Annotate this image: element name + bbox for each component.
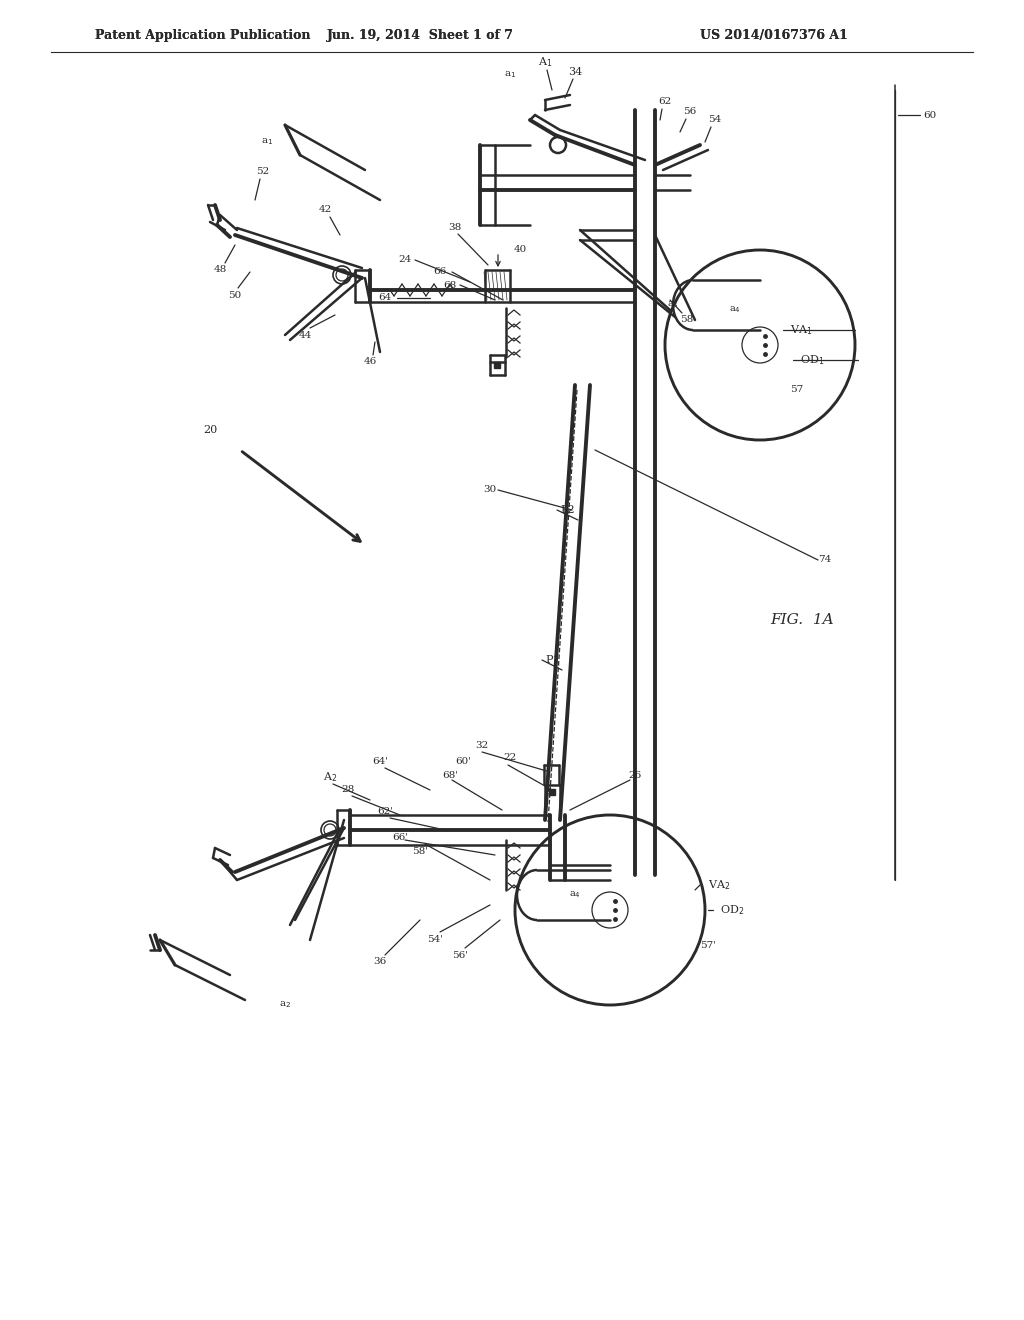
Text: Patent Application Publication: Patent Application Publication	[95, 29, 310, 41]
Text: 60: 60	[924, 111, 937, 120]
Text: 28: 28	[341, 785, 354, 795]
Text: a$_1$: a$_1$	[261, 136, 273, 148]
Text: 50: 50	[228, 290, 242, 300]
Text: 40: 40	[513, 246, 526, 255]
Text: 44: 44	[298, 330, 311, 339]
Text: FIG.  1A: FIG. 1A	[770, 612, 834, 627]
Text: P2: P2	[560, 506, 574, 515]
Text: 58': 58'	[412, 847, 428, 857]
Text: 66: 66	[433, 268, 446, 276]
Text: VA$_2$: VA$_2$	[708, 878, 730, 892]
Text: 42: 42	[318, 206, 332, 214]
Text: 20: 20	[203, 425, 217, 436]
Text: Jun. 19, 2014  Sheet 1 of 7: Jun. 19, 2014 Sheet 1 of 7	[327, 29, 513, 41]
Text: A$_1$: A$_1$	[538, 55, 552, 69]
Text: Jun. 19, 2014  Sheet 1 of 7: Jun. 19, 2014 Sheet 1 of 7	[327, 29, 513, 41]
Text: 34: 34	[568, 67, 582, 77]
Text: Patent Application Publication: Patent Application Publication	[95, 29, 310, 41]
Text: 26: 26	[629, 771, 642, 780]
Text: 46: 46	[364, 358, 377, 367]
Text: a$_4$: a$_4$	[729, 305, 741, 315]
Text: 62: 62	[658, 98, 672, 107]
Text: 52: 52	[256, 168, 269, 177]
Text: 62': 62'	[377, 808, 393, 817]
Text: 30: 30	[483, 486, 497, 495]
Text: 57: 57	[790, 385, 803, 395]
Text: OD$_2$: OD$_2$	[720, 903, 744, 917]
Text: a$_4$: a$_4$	[667, 300, 679, 310]
Text: 38: 38	[449, 223, 462, 231]
Text: 66': 66'	[392, 833, 408, 842]
Text: 56': 56'	[452, 950, 468, 960]
Text: VA$_1$: VA$_1$	[790, 323, 812, 337]
Text: 74: 74	[818, 556, 831, 565]
Text: 36: 36	[374, 957, 387, 966]
Text: 58: 58	[680, 315, 693, 325]
Text: 64: 64	[379, 293, 391, 302]
Text: US 2014/0167376 A1: US 2014/0167376 A1	[700, 29, 848, 41]
Text: 68': 68'	[442, 771, 458, 780]
Text: 22: 22	[504, 754, 517, 763]
Text: 32: 32	[475, 741, 488, 750]
Text: 57': 57'	[700, 940, 716, 949]
Text: 54: 54	[709, 116, 722, 124]
Text: a$_4$: a$_4$	[569, 890, 581, 900]
Text: 60': 60'	[455, 758, 471, 767]
Text: 56: 56	[683, 107, 696, 116]
Text: 24: 24	[398, 256, 412, 264]
Text: 48: 48	[213, 265, 226, 275]
Text: 68: 68	[443, 281, 457, 289]
Text: P1: P1	[545, 655, 560, 665]
Text: a$_2$: a$_2$	[279, 999, 291, 1010]
Text: 64': 64'	[372, 758, 388, 767]
Text: a$_1$: a$_1$	[504, 70, 516, 81]
Text: A$_2$: A$_2$	[323, 770, 337, 784]
Text: 54': 54'	[427, 936, 443, 945]
Text: US 2014/0167376 A1: US 2014/0167376 A1	[700, 29, 848, 41]
Text: OD$_1$: OD$_1$	[800, 354, 824, 367]
